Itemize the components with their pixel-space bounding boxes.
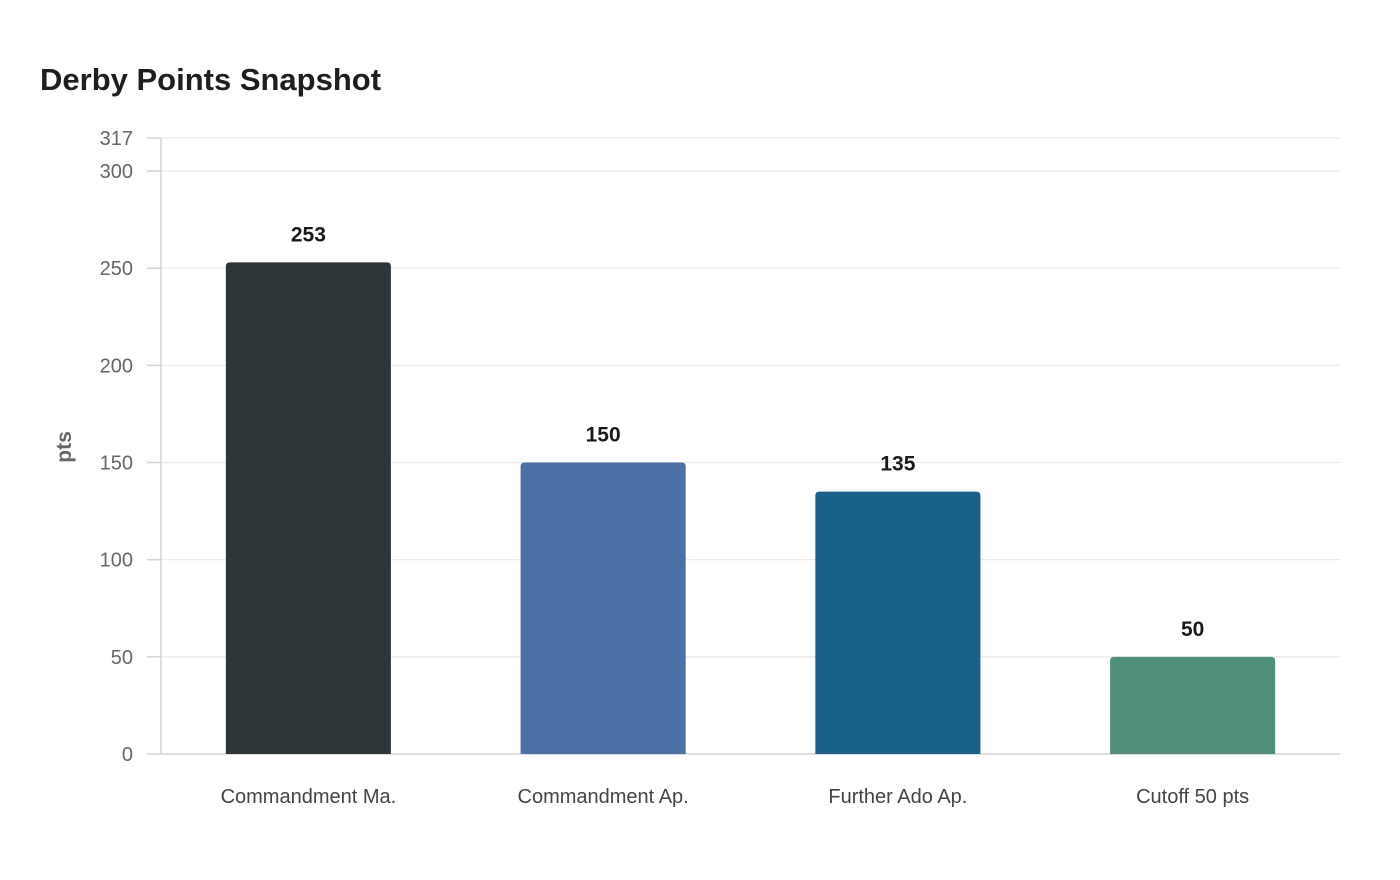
chart-title: Derby Points Snapshot — [40, 62, 381, 97]
y-tick-label: 300 — [100, 161, 133, 183]
bar-0 — [225, 262, 391, 754]
x-category-label: Further Ado Ap. — [828, 786, 967, 808]
bar-2 — [815, 491, 981, 754]
x-category-label: Cutoff 50 pts — [1136, 786, 1249, 808]
y-tick-label: 250 — [100, 258, 133, 280]
y-tick-label: 317 — [100, 128, 133, 150]
bar-value-label: 50 — [1181, 618, 1204, 641]
y-tick-label: 100 — [100, 550, 133, 572]
x-axis-categories: Commandment Ma. Commandment Ap. Further Ad… — [221, 786, 1250, 808]
y-tick-label: 50 — [111, 647, 133, 669]
bar-value-label: 253 — [291, 223, 326, 246]
y-axis-title: pts — [53, 431, 76, 463]
x-category-label: Commandment Ap. — [518, 786, 689, 808]
bar-3 — [1110, 656, 1276, 754]
y-tick-label: 0 — [122, 744, 133, 766]
bar-value-label: 135 — [880, 453, 915, 476]
x-category-label: Commandment Ma. — [221, 786, 397, 808]
y-axis-ticks: 0 50 100 150 200 250 300 317 — [100, 128, 161, 766]
y-tick-label: 200 — [100, 355, 133, 377]
bar-value-label: 150 — [586, 424, 621, 447]
y-tick-label: 150 — [100, 453, 133, 475]
bar-1 — [520, 462, 686, 754]
value-labels: 253 150 135 50 — [291, 223, 1204, 640]
bars — [225, 262, 1276, 754]
